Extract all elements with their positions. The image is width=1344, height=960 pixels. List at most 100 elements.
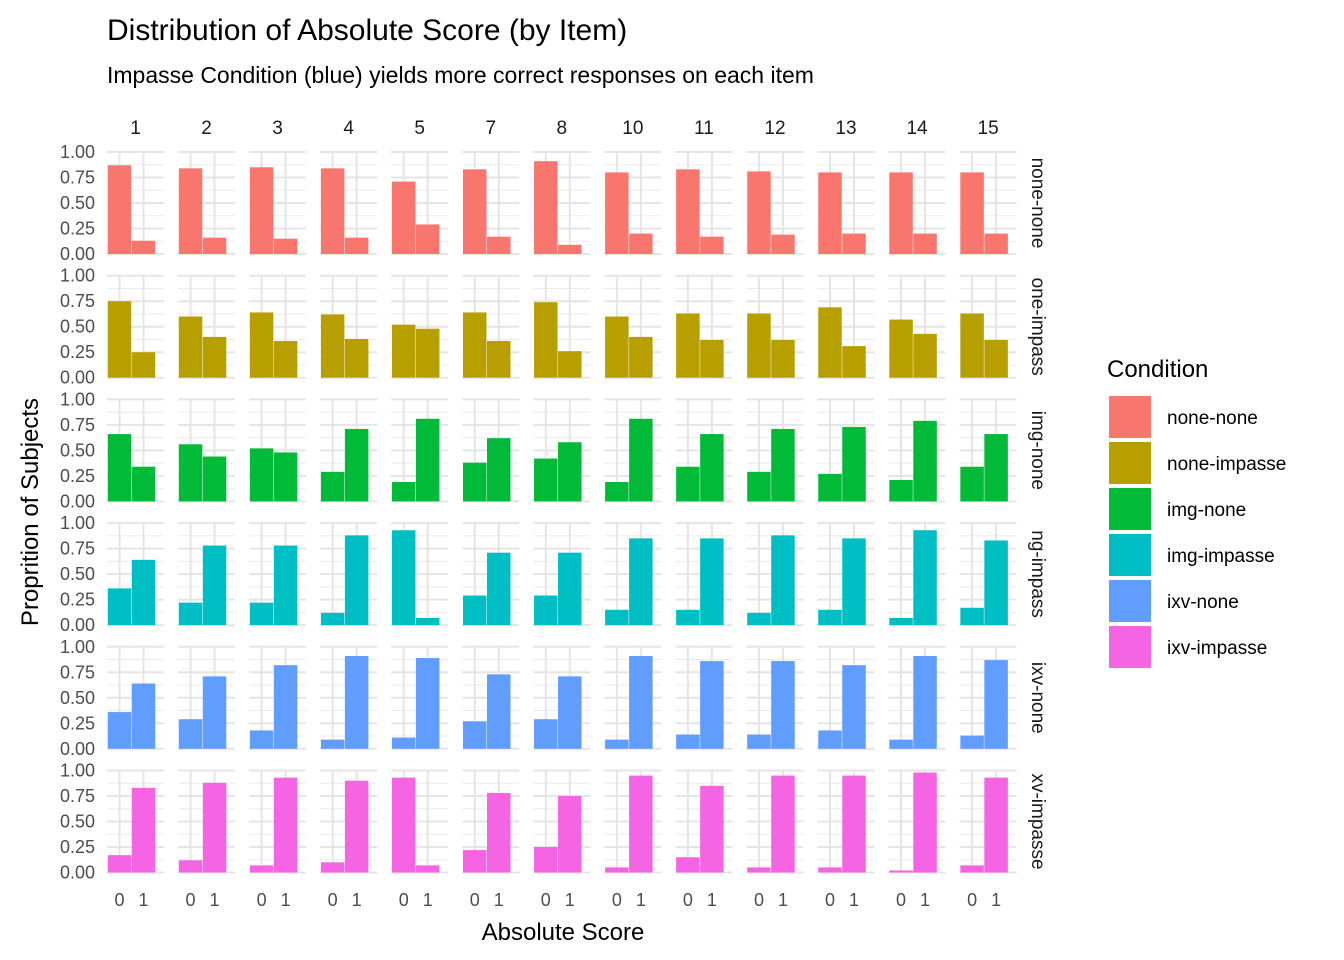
bar [534, 161, 558, 254]
x-tick-label: 0 [683, 890, 693, 910]
legend-label: none-none [1167, 408, 1258, 429]
facet-panel [746, 151, 804, 255]
facet-panel [888, 645, 946, 750]
bar [391, 530, 416, 626]
bar [107, 434, 132, 502]
x-tick-label: 1 [210, 890, 220, 910]
y-tick-label: 0.25 [60, 466, 95, 486]
bar [558, 552, 582, 626]
bar [202, 237, 227, 254]
bar [700, 236, 724, 254]
legend-label: ixv-impasse [1167, 638, 1267, 659]
facet-panel [675, 274, 733, 379]
legend-label: none-impasse [1167, 454, 1286, 475]
bar [842, 538, 866, 626]
bar [984, 540, 1008, 626]
bar [415, 865, 440, 873]
facet-panel [249, 645, 307, 750]
x-tick-label: 1 [707, 890, 717, 910]
legend: Condition none-none none-impasse img-none i… [1107, 356, 1286, 668]
bar [960, 313, 984, 378]
y-tick-label: 0.25 [60, 590, 95, 610]
bar [344, 535, 369, 626]
x-tick-label: 0 [541, 890, 551, 910]
bar [889, 172, 913, 254]
facet-panel [178, 645, 236, 750]
bar [960, 735, 984, 749]
bar [131, 466, 156, 502]
item-strip-label: 13 [835, 118, 856, 139]
bar [320, 314, 345, 378]
y-tick-label: 0.75 [60, 168, 95, 188]
x-tick-label: 1 [565, 890, 575, 910]
bar [960, 865, 984, 873]
x-tick-label: 0 [114, 890, 124, 910]
facet-panel [675, 398, 733, 503]
item-strip-label: 8 [557, 118, 568, 139]
facet-panel [462, 274, 520, 379]
facet-panel [178, 398, 236, 503]
chart-subtitle: Impasse Condition (blue) yields more cor… [107, 62, 814, 88]
bar [273, 545, 298, 626]
bar [202, 336, 227, 378]
y-tick-label: 0.00 [60, 244, 95, 264]
row-strip: one-impass [1027, 278, 1048, 376]
bar [818, 609, 842, 626]
bar [818, 172, 842, 254]
facet-panel [959, 274, 1017, 379]
facet-panel [249, 522, 307, 627]
bar [558, 442, 582, 502]
facet-panel [817, 274, 875, 379]
bar [178, 444, 203, 502]
bar [960, 607, 984, 626]
facet-panel [675, 645, 733, 750]
x-tick-label: 0 [257, 890, 267, 910]
bar [131, 559, 156, 626]
facet-panel [320, 151, 378, 255]
facet-panel [391, 151, 449, 255]
bar [107, 588, 132, 626]
facet-panel [391, 645, 449, 750]
bar [344, 338, 369, 378]
facet-panel [533, 645, 591, 750]
bar [487, 792, 511, 873]
bar [178, 602, 203, 626]
bar [202, 456, 227, 502]
facet-panel [107, 645, 164, 750]
facet-panel [320, 522, 378, 627]
bar [415, 224, 440, 254]
legend-swatch [1109, 534, 1151, 576]
bar [131, 352, 156, 378]
legend-swatch [1109, 626, 1151, 668]
facet-panel [249, 274, 307, 379]
y-tick-label: 0.25 [60, 342, 95, 362]
legend-label: img-impasse [1167, 546, 1275, 567]
facet-panel [320, 769, 378, 874]
item-strip-label: 5 [414, 118, 425, 139]
bar [913, 333, 937, 378]
bar [391, 324, 416, 378]
y-tick-label: 0.75 [60, 786, 95, 806]
bar [558, 796, 582, 873]
bar [391, 777, 416, 873]
facet-panel [533, 398, 591, 503]
bar [249, 167, 274, 254]
bar [771, 234, 795, 254]
bar [676, 609, 700, 626]
bar [984, 434, 1008, 502]
facet-panel [391, 522, 449, 627]
bar [107, 712, 132, 749]
bar [605, 172, 629, 254]
y-tick-label: 0.00 [60, 615, 95, 635]
facet-panel [462, 522, 520, 627]
bar [771, 775, 795, 873]
bar [913, 772, 937, 873]
bar [415, 658, 440, 749]
bar [676, 466, 700, 502]
item-strip-label: 12 [764, 118, 785, 139]
bar [415, 418, 440, 502]
bar [960, 172, 984, 254]
bar [818, 307, 842, 378]
condition-strip-label: ixv-none [1027, 662, 1048, 734]
facet-panel [533, 151, 591, 255]
